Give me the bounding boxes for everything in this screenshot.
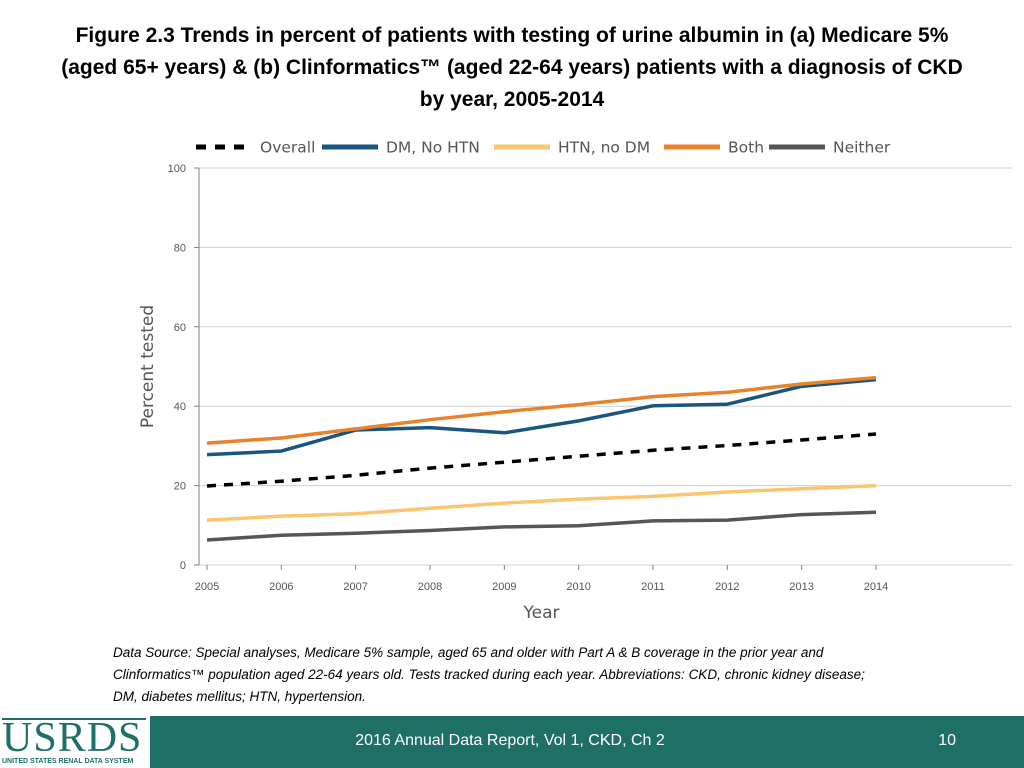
- title-line-1: Figure 2.3 Trends in percent of patients…: [75, 24, 949, 47]
- footer-report-label: 2016 Annual Data Report, Vol 1, CKD, Ch …: [355, 732, 665, 749]
- legend-label-htn-no-dm: HTN, no DM: [558, 139, 650, 157]
- series-line-both: [206, 375, 877, 445]
- x-axis-title: Year: [523, 603, 560, 623]
- y-tick-label-60: 60: [174, 322, 186, 334]
- series-line-overall: [206, 432, 877, 488]
- y-tick-label-20: 20: [174, 481, 186, 493]
- series-line-htn-no-dm: [206, 483, 877, 522]
- logo-rule: [2, 718, 146, 720]
- series-line-dm-no-htn: [206, 377, 877, 457]
- x-tick-label-2008: 2008: [418, 581, 442, 593]
- x-tick-label-2012: 2012: [715, 581, 739, 593]
- x-tick-label-2005: 2005: [195, 581, 219, 593]
- y-tick-label-40: 40: [174, 401, 186, 413]
- x-tick-label-2013: 2013: [789, 581, 813, 593]
- legend-label-dm-no-htn: DM, No HTN: [386, 139, 480, 157]
- source-line-3: DM, diabetes mellitus; HTN, hypertension…: [113, 689, 366, 704]
- footer: USRDS UNITED STATES RENAL DATA SYSTEM 20…: [0, 716, 1024, 768]
- line-chart: 0 20 40 60 80 100 2005 2006 2007 2008 2009 2010 2011…: [138, 139, 1012, 623]
- x-tick-label-2010: 2010: [566, 581, 590, 593]
- footer-bar: [150, 716, 1024, 768]
- logo-text: USRDS: [2, 715, 143, 761]
- data-source-note: Data Source: Special analyses, Medicare …: [113, 642, 993, 708]
- usrds-logo: USRDS UNITED STATES RENAL DATA SYSTEM: [0, 716, 150, 768]
- legend-label-neither: Neither: [833, 139, 891, 157]
- x-tick-label-2007: 2007: [343, 581, 367, 593]
- x-tick-label-2009: 2009: [492, 581, 516, 593]
- figure-title: Figure 2.3 Trends in percent of patients…: [10, 20, 1014, 116]
- y-tick-label-80: 80: [174, 242, 186, 254]
- y-axis-title: Percent tested: [138, 305, 158, 428]
- legend-label-overall: Overall: [260, 139, 315, 157]
- x-tick-label-2006: 2006: [269, 581, 293, 593]
- source-line-2: Clinformatics™ population aged 22-64 yea…: [113, 667, 865, 682]
- y-tick-label-0: 0: [180, 560, 186, 572]
- x-tick-label-2014: 2014: [864, 581, 888, 593]
- source-line-1: Data Source: Special analyses, Medicare …: [113, 645, 824, 660]
- logo-subtitle: UNITED STATES RENAL DATA SYSTEM: [2, 758, 134, 765]
- y-tick-label-100: 100: [168, 163, 186, 175]
- title-line-3: by year, 2005-2014: [419, 88, 605, 111]
- page-number: 10: [938, 732, 956, 749]
- series-line-neither: [206, 510, 877, 542]
- legend-label-both: Both: [728, 139, 764, 157]
- x-tick-label-2011: 2011: [641, 581, 665, 593]
- title-line-2: (aged 65+ years) & (b) Clinformatics™ (a…: [61, 56, 963, 79]
